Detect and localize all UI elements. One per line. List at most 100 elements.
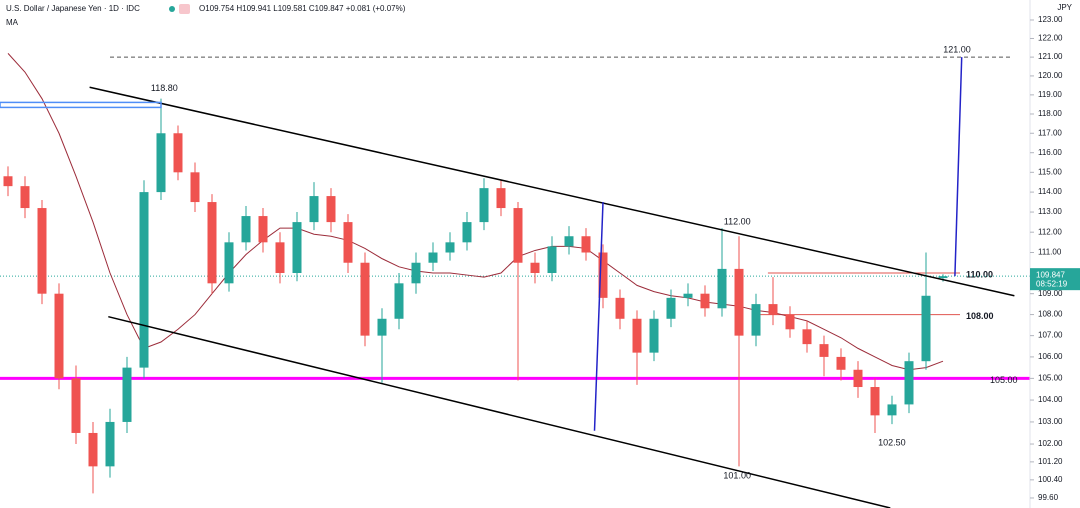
candle-body: [547, 246, 557, 274]
y-tick-label: 101.20: [1038, 457, 1063, 466]
trend-line: [89, 86, 1015, 297]
y-tick-label: 113.00: [1038, 207, 1062, 216]
candle-body: [751, 304, 761, 336]
candle-body: [445, 242, 455, 253]
y-tick-label: 108.00: [1038, 310, 1063, 319]
candle-body: [785, 314, 795, 330]
y-tick-label: 104.00: [1038, 395, 1063, 404]
candle-body: [377, 318, 387, 336]
y-tick-label: 121.00: [1038, 52, 1063, 61]
candle-body: [88, 432, 98, 467]
candle-body: [105, 421, 115, 467]
candle-body: [802, 329, 812, 345]
range-box: [0, 101, 162, 109]
candle-body: [309, 196, 319, 223]
candle-body: [921, 295, 931, 362]
candle-body: [700, 293, 710, 309]
candle-body: [37, 208, 47, 294]
candle-body: [887, 404, 897, 416]
candle-body: [20, 186, 30, 209]
level-label: 108.00: [966, 311, 994, 321]
candle-body: [275, 242, 285, 274]
candle-body: [666, 297, 676, 319]
y-tick-label: 112.00: [1038, 227, 1062, 236]
candle-body: [717, 268, 727, 309]
candle-body: [615, 297, 625, 319]
y-tick-label: 122.00: [1038, 34, 1063, 43]
candle-body: [173, 133, 183, 173]
y-tick-label: 100.40: [1038, 475, 1063, 484]
level-label: 110.00: [966, 269, 993, 279]
trend-line: [108, 315, 891, 508]
candle-body: [54, 293, 64, 379]
candle-body: [819, 344, 829, 357]
status-badge: [179, 4, 190, 14]
countdown-label: 08:52:19: [1036, 279, 1068, 288]
candle-body: [360, 262, 370, 336]
y-tick-label: 106.00: [1038, 352, 1063, 361]
candle-body: [428, 252, 438, 263]
candle-body: [530, 262, 540, 274]
trend-line: [593, 202, 604, 431]
candle-body: [938, 276, 948, 279]
candle-body: [632, 318, 642, 353]
price-annotation: 102.50: [878, 437, 906, 447]
candle-body: [836, 356, 846, 370]
candle-body: [411, 262, 421, 284]
price-annotation: 101.00: [723, 471, 751, 481]
candle-body: [326, 196, 336, 223]
plot-area: 105.00 108.00 110.00 121.00 118.80 112.00 101.…: [0, 44, 1030, 508]
y-tick-label: 109.00: [1038, 289, 1063, 298]
candle-body: [462, 222, 472, 243]
price-axis-labels: 123.00 122.00 121.00 120.00 119.00 118.00 117.…: [1030, 15, 1080, 502]
candle-body: [207, 202, 217, 284]
candle-body: [734, 268, 744, 336]
price-annotation: 118.80: [151, 83, 178, 93]
candle-body: [343, 222, 353, 263]
candle-body: [496, 188, 506, 209]
candle-body: [122, 367, 132, 422]
y-tick-label: 99.60: [1038, 493, 1059, 502]
candle-body: [224, 242, 234, 284]
symbol-title: U.S. Dollar / Japanese Yen · 1D · IDC: [6, 4, 140, 13]
y-tick-label: 103.00: [1038, 417, 1063, 426]
y-tick-label: 107.00: [1038, 331, 1063, 340]
y-tick-label: 111.00: [1038, 248, 1062, 257]
y-tick-label: 102.00: [1038, 439, 1063, 448]
candle-body: [139, 192, 149, 368]
currency-label: JPY: [1057, 3, 1072, 12]
y-tick-label: 117.00: [1038, 128, 1062, 137]
candle-body: [649, 318, 659, 353]
candle-body: [3, 176, 13, 187]
candle-body: [581, 236, 591, 253]
candle-body: [904, 361, 914, 405]
candle-body: [768, 304, 778, 315]
level-label: 121.00: [943, 44, 971, 54]
y-tick-label: 116.00: [1038, 148, 1062, 157]
candle-body: [870, 387, 880, 416]
last-price-tag: [1030, 268, 1080, 291]
candle-body: [292, 222, 302, 274]
last-price-label: 109.847: [1036, 270, 1065, 279]
price-axis: [1030, 0, 1080, 508]
candle-body: [71, 378, 81, 433]
y-tick-label: 105.00: [1038, 373, 1063, 382]
y-tick-label: 120.00: [1038, 71, 1063, 80]
candle-body: [156, 133, 166, 193]
ohlc-readout: O109.754 H109.941 L109.581 C109.847 +0.0…: [199, 4, 406, 13]
status-dot: [169, 6, 175, 12]
y-tick-label: 114.00: [1038, 187, 1062, 196]
candle-body: [683, 293, 693, 298]
y-tick-label: 118.00: [1038, 109, 1062, 118]
y-tick-label: 123.00: [1038, 15, 1063, 24]
candle-body: [513, 208, 523, 263]
candle-body: [258, 216, 268, 243]
candle-body: [394, 283, 404, 319]
y-tick-label: 119.00: [1038, 90, 1062, 99]
indicator-label: MA: [6, 18, 19, 27]
level-label: 105.00: [990, 375, 1018, 385]
y-tick-label: 115.00: [1038, 167, 1062, 176]
price-annotation: 112.00: [724, 217, 751, 227]
candle-body: [479, 188, 489, 223]
